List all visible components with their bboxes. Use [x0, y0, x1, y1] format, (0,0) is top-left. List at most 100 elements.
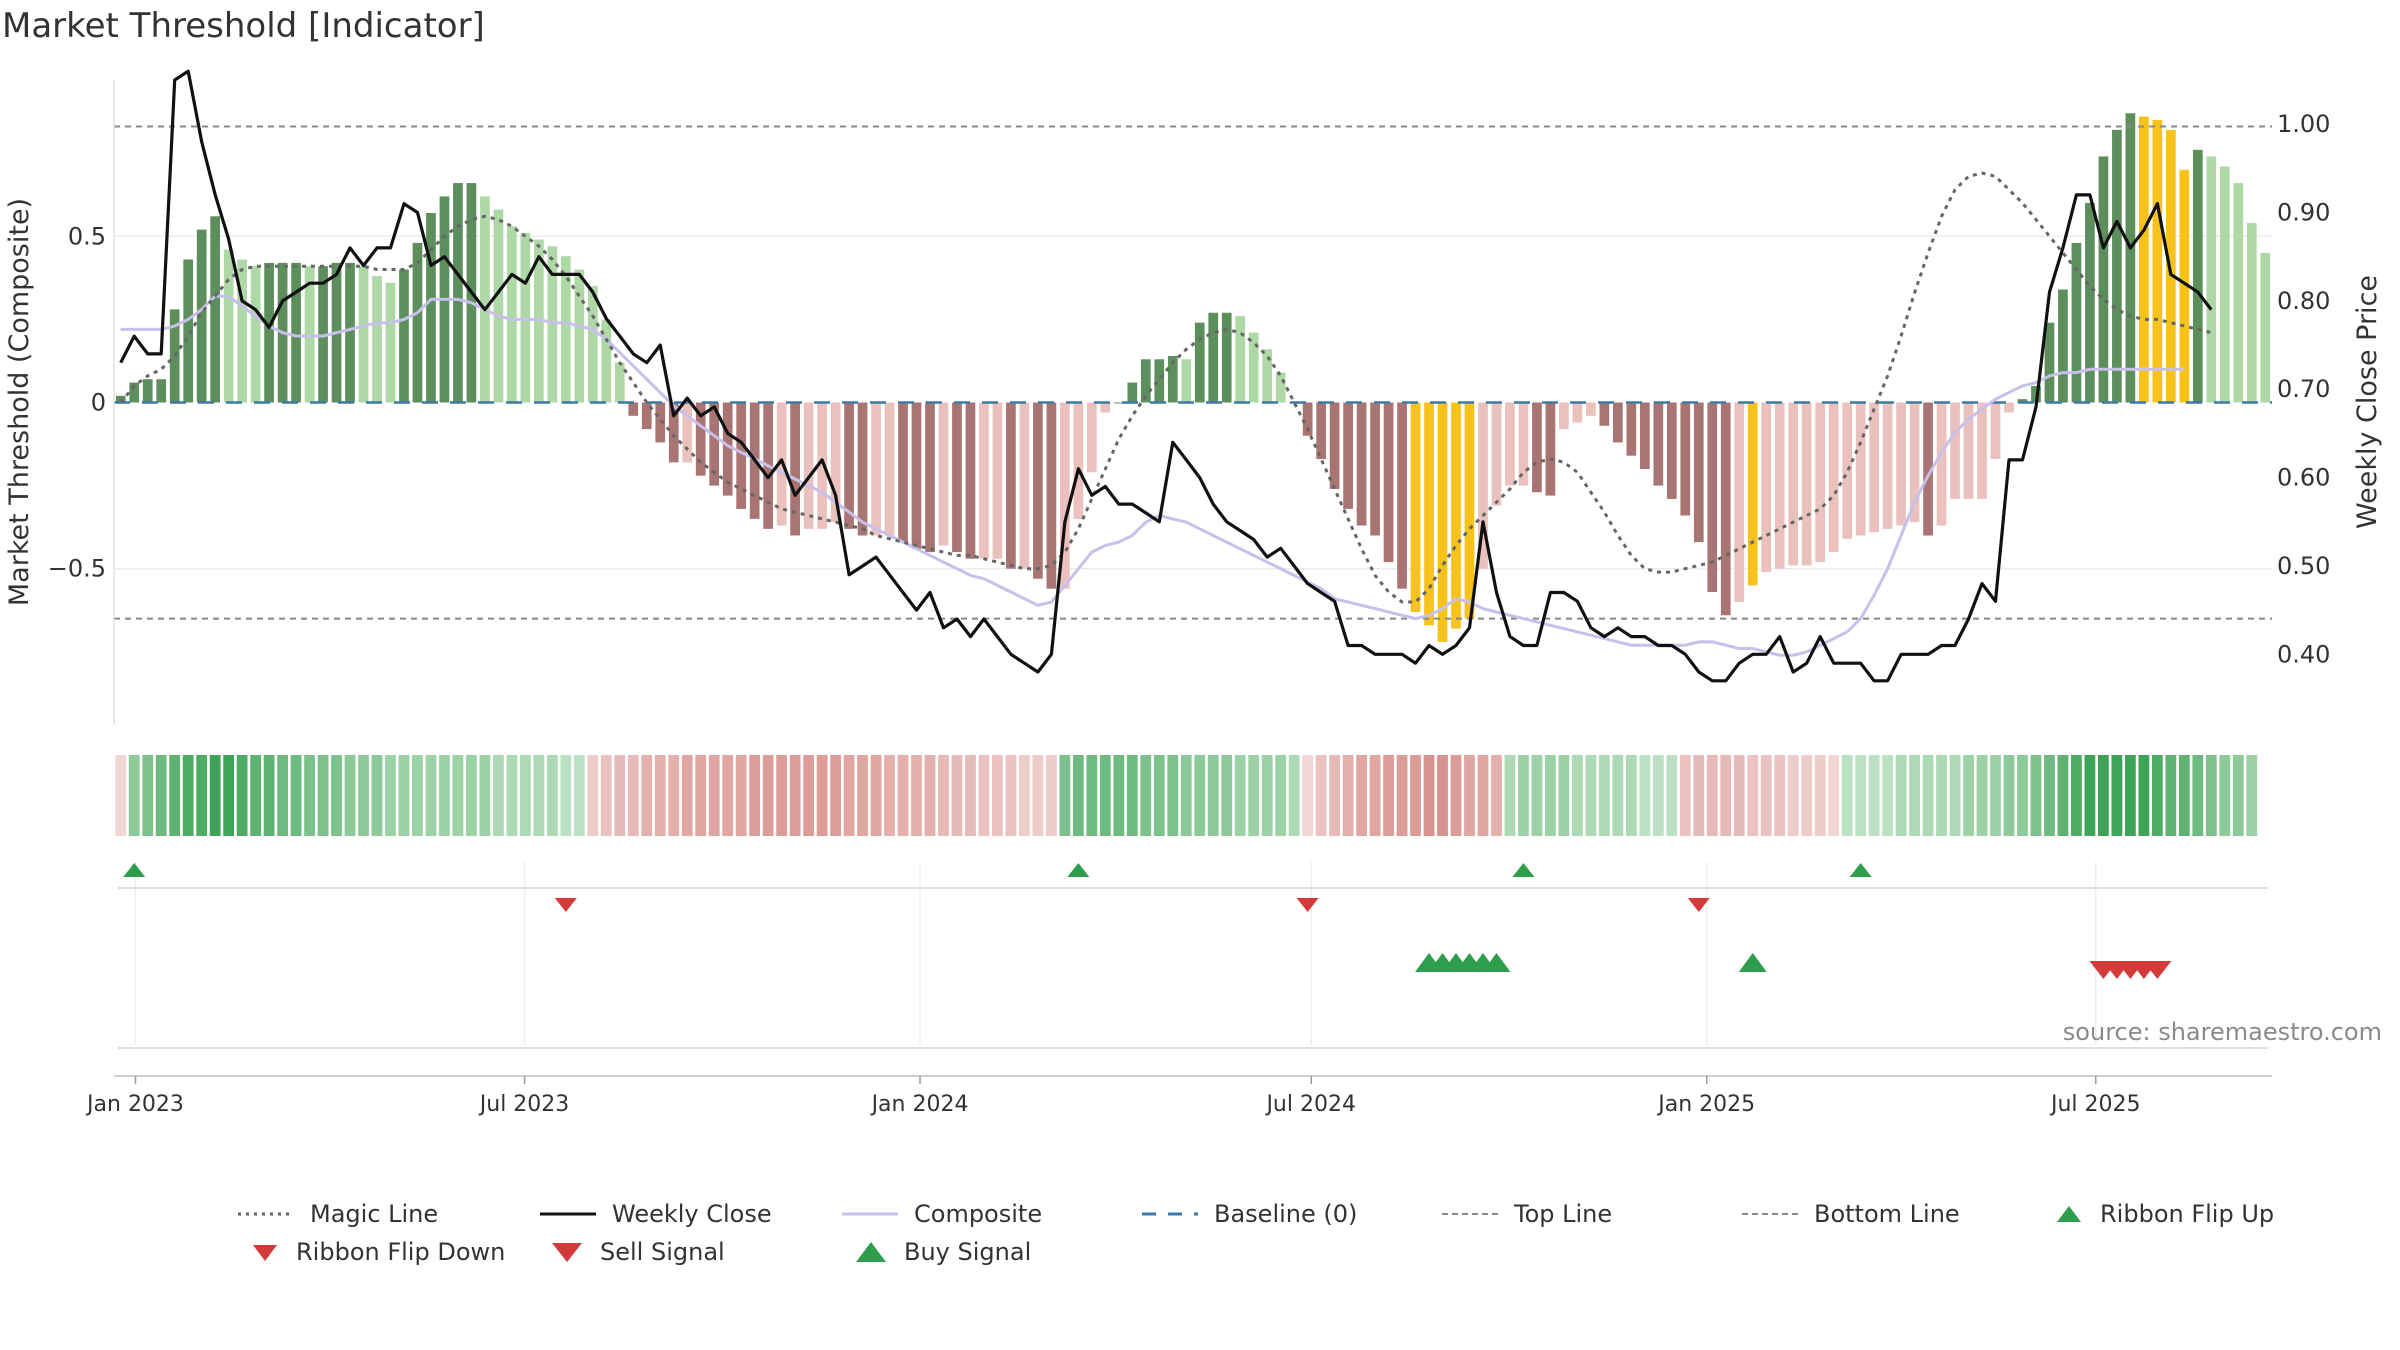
- histogram-bar: [1086, 402, 1097, 473]
- ribbon-cell: [614, 755, 626, 836]
- ribbon-cell: [223, 755, 235, 836]
- reference-lines: [114, 125, 2272, 620]
- histogram-bar: [1383, 402, 1394, 563]
- ribbon-cell: [1477, 755, 1489, 836]
- histogram-bar: [1181, 359, 1192, 403]
- histogram-bar: [1221, 312, 1232, 403]
- histogram-bar: [803, 402, 814, 529]
- histogram-bar: [1950, 402, 1960, 499]
- ribbon-cell: [1045, 755, 1057, 836]
- ribbon-cell: [1329, 755, 1341, 836]
- histogram-bar: [1828, 402, 1839, 553]
- ribbon-cell: [789, 755, 801, 836]
- ribbon-cell: [1315, 755, 1327, 836]
- ribbon-cell: [695, 755, 707, 836]
- histogram-bar: [1532, 402, 1542, 493]
- ribbon-cell: [1410, 755, 1421, 836]
- ribbon-cell: [762, 755, 774, 836]
- ribbon-cell: [1747, 755, 1759, 836]
- histogram-bar: [601, 319, 612, 403]
- ribbon-cell: [1639, 755, 1651, 836]
- histogram-bar: [2246, 222, 2257, 403]
- x-tick-label: Jul 2023: [478, 1092, 570, 1117]
- ribbon-cell: [1612, 755, 1624, 836]
- histogram-bar: [979, 402, 989, 559]
- histogram-bar: [1963, 402, 1974, 499]
- ribbon-cell: [1383, 755, 1394, 836]
- ribbon-cell: [1531, 755, 1543, 836]
- ribbon-cell: [1491, 755, 1502, 836]
- ribbon-cell: [290, 755, 302, 836]
- ribbon-cell: [115, 755, 127, 836]
- y-tick-label-left: 0: [91, 389, 106, 417]
- ribbon-cell: [1261, 755, 1273, 836]
- legend-item-weekly-close: Weekly Close: [540, 1200, 772, 1228]
- y-axis-label-left: Market Threshold (Composite): [4, 198, 35, 606]
- ribbon-cell: [546, 755, 558, 836]
- histogram-bar: [965, 402, 976, 559]
- histogram-bar: [1896, 402, 1906, 526]
- ribbon-cell: [371, 755, 383, 836]
- histogram-bar: [1680, 402, 1691, 516]
- histogram-bar: [736, 402, 747, 509]
- histogram-bar: [2206, 156, 2217, 403]
- histogram-bar: [1518, 402, 1529, 486]
- histogram-bar: [1478, 402, 1488, 569]
- ribbon-flip-up-marker: [123, 863, 146, 877]
- histogram-bar: [1491, 402, 1502, 506]
- legend: Magic Line Weekly Close Composite Baseli…: [220, 1200, 2370, 1276]
- legend-label: Sell Signal: [600, 1238, 725, 1266]
- legend-label: Buy Signal: [904, 1238, 1032, 1266]
- histogram-bar: [1316, 402, 1326, 460]
- ribbon-cell: [1396, 755, 1408, 836]
- histogram-bar: [1006, 402, 1016, 569]
- legend-row-2: Ribbon Flip Down Sell Signal Buy Signal: [220, 1238, 2370, 1276]
- histogram-bar: [1154, 359, 1165, 403]
- ribbon-cell: [1936, 755, 1947, 836]
- ribbon-flip-down-marker: [1296, 898, 1319, 912]
- ribbon-cell: [749, 755, 761, 836]
- histogram-bar: [1194, 322, 1205, 403]
- legend-row-1: Magic Line Weekly Close Composite Baseli…: [220, 1200, 2370, 1238]
- y-tick-label-left: −0.5: [48, 555, 106, 583]
- histogram-bar: [2058, 289, 2068, 403]
- histogram-bar: [1774, 402, 1785, 569]
- ribbon-cell: [1545, 755, 1556, 836]
- legend-item-ribbon-flip-up: Ribbon Flip Up: [2054, 1200, 2274, 1228]
- legend-label: Top Line: [1514, 1200, 1613, 1228]
- ribbon-cell: [1679, 755, 1691, 836]
- y-tick-label-right: 0.40: [2277, 640, 2330, 668]
- histogram-bar: [1235, 316, 1246, 403]
- histogram-bar: [2139, 116, 2149, 403]
- histogram-bar: [1707, 402, 1718, 593]
- x-tick-label: Jul 2025: [2049, 1092, 2141, 1117]
- histogram-bar: [1019, 402, 1030, 569]
- histogram-bar: [1262, 349, 1273, 403]
- histogram-bar: [992, 402, 1003, 559]
- ribbon-cell: [1868, 755, 1880, 836]
- histogram-bar: [574, 269, 585, 403]
- histogram-bar: [2125, 113, 2136, 403]
- histogram-bar: [1302, 402, 1313, 436]
- ribbon-cell: [425, 755, 437, 836]
- histogram-bar: [628, 402, 639, 416]
- legend-marker-ribbon-flip-down: [253, 1245, 277, 1261]
- ribbon-cell: [1464, 755, 1475, 836]
- histogram-bar: [1100, 402, 1111, 413]
- legend-marker-baseline: [1142, 1212, 1198, 1216]
- histogram-bar: [480, 196, 490, 403]
- histogram-bar: [817, 402, 827, 529]
- chart-title: Market Threshold [Indicator]: [2, 6, 485, 46]
- histogram-bar: [1639, 402, 1650, 469]
- histogram-bar: [2004, 402, 2014, 413]
- ribbon-cell: [2205, 755, 2217, 836]
- ribbon-cell: [1086, 755, 1098, 836]
- ribbon-cell: [803, 755, 815, 836]
- ribbon-cell: [1922, 755, 1934, 836]
- ribbon-cell: [1234, 755, 1246, 836]
- ribbon-flip-up-marker: [1067, 863, 1090, 877]
- ribbon-cell: [1909, 755, 1920, 836]
- ribbon-cell: [1895, 755, 1907, 836]
- ribbon-cell: [1828, 755, 1840, 836]
